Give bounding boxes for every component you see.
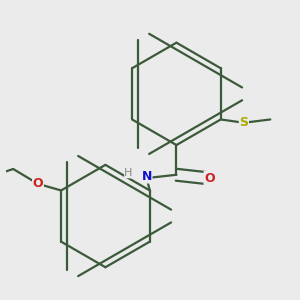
Text: H: H xyxy=(124,168,133,178)
Text: O: O xyxy=(204,172,215,184)
Text: N: N xyxy=(142,170,152,183)
Text: S: S xyxy=(239,116,248,129)
Text: O: O xyxy=(33,177,43,190)
